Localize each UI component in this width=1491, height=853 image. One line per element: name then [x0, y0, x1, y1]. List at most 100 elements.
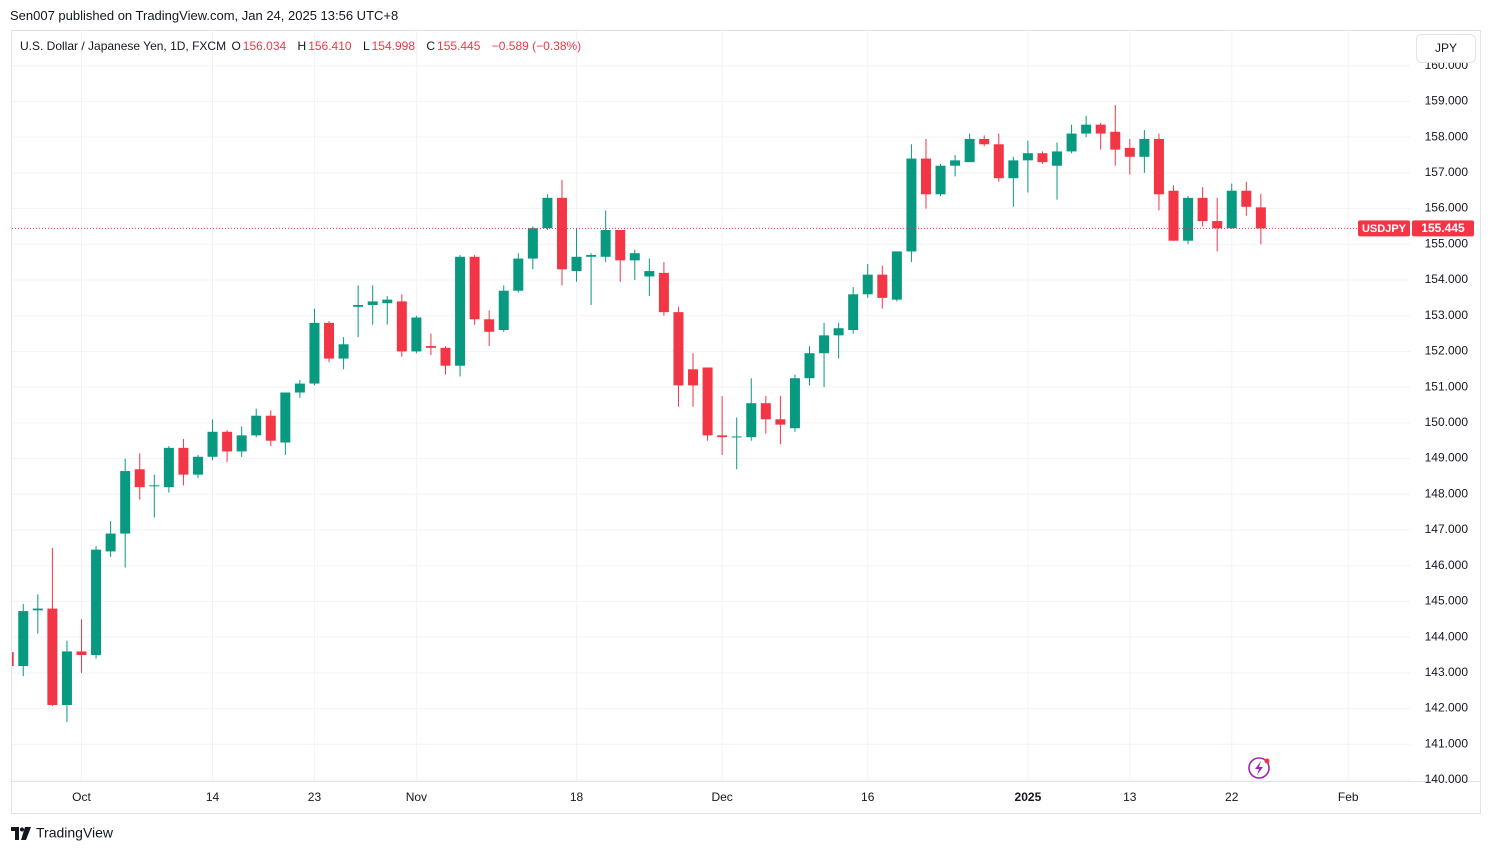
y-tick-label: 155.000	[1425, 236, 1469, 250]
x-tick-label: Nov	[406, 790, 427, 804]
y-tick-label: 153.000	[1425, 308, 1469, 322]
x-tick-label: Dec	[711, 790, 732, 804]
candle-body	[1081, 124, 1092, 134]
o-value: 156.034	[242, 39, 287, 53]
candle-body	[760, 403, 771, 420]
y-tick-label: 152.000	[1425, 344, 1469, 358]
candle-body	[353, 305, 364, 307]
candle-body	[324, 322, 335, 359]
candle-body	[207, 431, 218, 457]
y-tick-label: 149.000	[1425, 451, 1469, 465]
candle-body	[1066, 133, 1077, 152]
candle-body	[819, 335, 830, 354]
byline: Sen007 published on TradingView.com, Jan…	[10, 8, 399, 23]
candle-body	[731, 436, 742, 438]
candle-body	[1212, 221, 1223, 229]
candle-body	[425, 346, 436, 348]
candle-body	[455, 256, 466, 366]
x-tick-label: 14	[206, 790, 220, 804]
candle-body	[222, 431, 233, 452]
candle-body	[47, 608, 58, 705]
candle-body	[862, 274, 873, 295]
candle-body	[12, 652, 14, 667]
candle-body	[1226, 190, 1237, 229]
candle-body	[1095, 124, 1106, 134]
candle-body	[192, 456, 203, 475]
y-tick-label: 147.000	[1425, 522, 1469, 536]
overlay: USDJPY 155.445	[12, 220, 1474, 237]
candle-body	[775, 419, 786, 425]
candle-body	[527, 228, 538, 259]
candle-body	[1183, 197, 1194, 241]
candle-body	[61, 651, 72, 705]
y-tick-label: 154.000	[1425, 272, 1469, 286]
candle-body	[236, 435, 247, 452]
candle-body	[265, 415, 276, 441]
y-tick-label: 144.000	[1425, 629, 1469, 643]
y-tick-label: 150.000	[1425, 415, 1469, 429]
x-tick-label: 22	[1225, 790, 1239, 804]
candle-body	[1022, 153, 1033, 161]
candle-body	[484, 319, 495, 332]
symbol-tag-bg	[1358, 220, 1410, 237]
candle-body	[979, 138, 990, 145]
candle-body	[644, 271, 655, 277]
candle-body	[411, 317, 422, 352]
y-tick-label: 145.000	[1425, 594, 1469, 608]
l-value: 154.998	[371, 39, 416, 53]
logo-mark	[21, 827, 31, 840]
candle-body	[877, 274, 888, 298]
candle-body	[309, 322, 320, 384]
candle-body	[18, 611, 29, 667]
ohlc-legend: U.S. Dollar / Japanese Yen, 1D, FXCM O 15…	[20, 39, 583, 53]
candle-body	[498, 290, 509, 330]
y-tick-label: 140.000	[1425, 772, 1469, 786]
button-label: JPY	[1435, 41, 1457, 55]
snapshot-icon[interactable]	[1248, 757, 1270, 779]
icon-dot	[1264, 758, 1270, 764]
price-tag-bg	[1412, 220, 1474, 237]
x-tick-label: Feb	[1338, 790, 1359, 804]
y-tick-label: 142.000	[1425, 701, 1469, 715]
c-label: C	[426, 39, 436, 53]
candle-body	[629, 253, 640, 261]
footer-text: TradingView	[36, 825, 114, 841]
candle-body	[469, 256, 480, 320]
candle-body	[993, 144, 1004, 179]
candle-body	[658, 272, 669, 313]
y-tick-label: 159.000	[1425, 94, 1469, 108]
x-tick-label: 23	[308, 790, 322, 804]
candle-body	[717, 435, 728, 438]
logo-dot	[20, 827, 24, 832]
y-tick-label: 141.000	[1425, 736, 1469, 750]
candle-body	[338, 344, 349, 359]
l-label: L	[362, 39, 370, 53]
candle-body	[105, 533, 116, 552]
axes: 140.000 141.000 142.000 143.000 144.000 145.0…	[72, 58, 1468, 804]
candle-body	[804, 353, 815, 379]
candle-body	[906, 158, 917, 252]
price-tag: 155.445	[1421, 221, 1465, 235]
y-tick-label: 151.000	[1425, 379, 1469, 393]
y-tick-label: 143.000	[1425, 665, 1469, 679]
candle-body	[396, 301, 407, 352]
candle-body	[702, 367, 713, 436]
candle-body	[586, 255, 597, 257]
candle-body	[1255, 207, 1266, 229]
candle-body	[163, 447, 174, 488]
c-value: 155.445	[437, 39, 481, 53]
chart-frame	[11, 30, 1481, 814]
candle-body	[513, 258, 524, 291]
candle-body	[1153, 138, 1164, 195]
candle-body	[556, 197, 567, 270]
candle-body	[1110, 131, 1121, 150]
logo-mark	[11, 827, 19, 840]
currency-button[interactable]: JPY	[1416, 34, 1476, 63]
candle-body	[789, 378, 800, 429]
candle-body	[964, 138, 975, 163]
symbol-tag: USDJPY	[1362, 223, 1407, 235]
candle-body	[91, 549, 102, 655]
candle-body	[294, 383, 305, 393]
icon-ring	[1248, 757, 1270, 779]
